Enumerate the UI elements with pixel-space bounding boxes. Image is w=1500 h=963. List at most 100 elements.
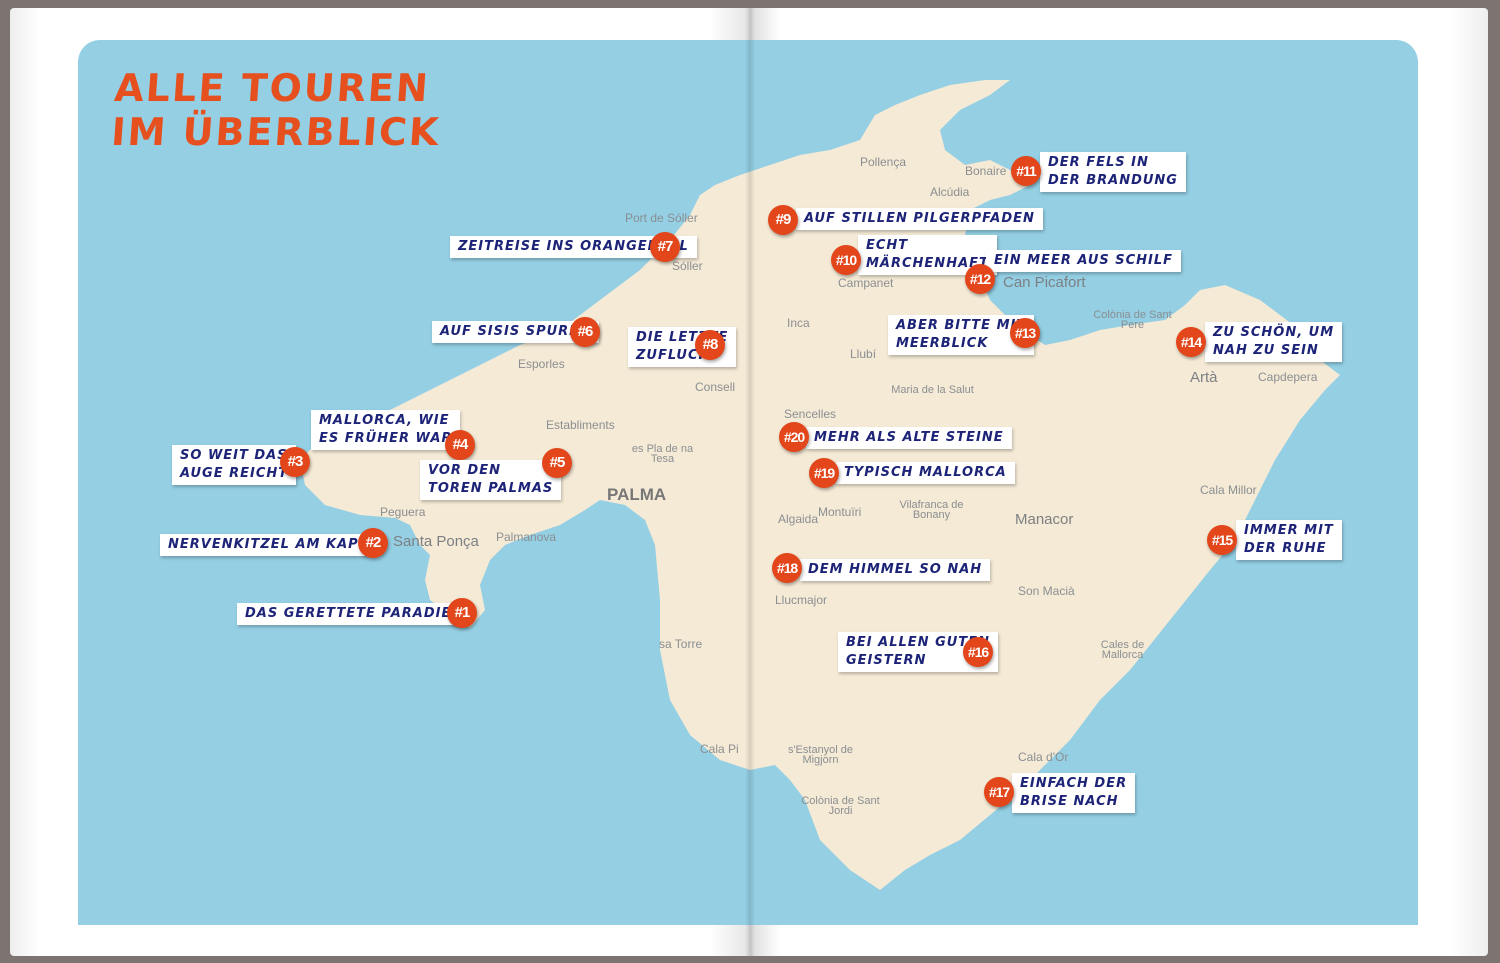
place-label: Colònia de Sant Jordi <box>801 795 880 817</box>
place-label: Maria de la Salut <box>891 384 974 396</box>
tour-label-line: Nervenkitzel am Kap <box>168 537 359 552</box>
place-label: Cales de Mallorca <box>1100 639 1145 661</box>
place-label: Alcúdia <box>930 185 970 199</box>
place-label: Artà <box>1190 369 1218 386</box>
tour-number-badge[interactable]: #14 <box>1176 327 1206 357</box>
tour-label[interactable]: Zu schön, um nah zu sein <box>1205 322 1343 362</box>
tour-number-badge[interactable]: #11 <box>1011 156 1041 186</box>
place-label: Sencelles <box>784 407 837 421</box>
place-label: Pollença <box>860 155 907 169</box>
tour-label-line: der Brandung <box>1048 173 1178 188</box>
tour-number-badge[interactable]: #12 <box>965 264 995 294</box>
place-label: s'Estanyol de Migjorn <box>787 744 854 766</box>
tour-label-line: Mehr als alte Steine <box>814 430 1004 445</box>
place-label: Port de Sóller <box>625 211 698 225</box>
tour-number-badge[interactable]: #4 <box>445 430 475 460</box>
tour-label-line: es früher war <box>319 431 453 446</box>
place-label: Manacor <box>1015 511 1074 528</box>
tour-label[interactable]: Bei allen guten Geistern <box>838 632 998 672</box>
place-label: Bonaire <box>965 164 1007 178</box>
tour-number-badge[interactable]: #2 <box>358 528 388 558</box>
tour-label[interactable]: Das gerettete Paradies <box>237 603 470 625</box>
tour-label[interactable]: Typisch Mallorca <box>836 462 1015 484</box>
tour-label-line: Dem Himmel so nah <box>808 562 983 577</box>
tour-label[interactable]: Mallorca, wie es früher war <box>311 410 461 450</box>
tour-label-line: der Ruhe <box>1244 541 1327 556</box>
tour-label[interactable]: Dem Himmel so nah <box>800 559 991 581</box>
tour-label-line: Aber bitte mit <box>896 318 1027 333</box>
tour-label-line: Immer mit <box>1244 523 1334 538</box>
tour-number-badge[interactable]: #9 <box>768 205 798 235</box>
tour-number-badge[interactable]: #5 <box>542 448 572 478</box>
tour-number-badge[interactable]: #20 <box>779 422 809 452</box>
tour-label-line: Mallorca, wie <box>319 413 450 428</box>
place-label: Algaida <box>778 512 819 526</box>
tour-label[interactable]: Immer mit der Ruhe <box>1236 520 1342 560</box>
tour-label-line: nah zu sein <box>1213 343 1319 358</box>
tour-label-line: Der Fels in <box>1048 155 1149 170</box>
place-label: Peguera <box>380 505 426 519</box>
tour-label-line: Ein Meer aus Schilf <box>994 253 1174 268</box>
tour-number-badge[interactable]: #8 <box>695 330 725 360</box>
tour-number-badge[interactable]: #6 <box>570 317 600 347</box>
place-label: Llucmajor <box>775 593 828 607</box>
tour-number-badge[interactable]: #16 <box>963 637 993 667</box>
tour-label-line: Bei allen guten <box>846 635 990 650</box>
tour-label[interactable]: Der Fels in der Brandung <box>1040 152 1186 192</box>
tour-label-line: Auge reicht <box>180 466 289 481</box>
tour-label-line: Toren Palmas <box>428 481 554 496</box>
place-label: sa Torre <box>659 637 703 651</box>
tour-label-line: Echt <box>866 238 909 253</box>
place-label: Montuïri <box>818 505 862 519</box>
tour-label-line: Geistern <box>846 653 927 668</box>
place-label: Establiments <box>546 418 615 432</box>
place-label: Cala Millor <box>1200 483 1257 497</box>
tour-label[interactable]: So weit das Auge reicht <box>172 445 297 485</box>
tour-number-badge[interactable]: #10 <box>831 245 861 275</box>
tour-number-badge[interactable]: #18 <box>772 553 802 583</box>
place-label: Son Macià <box>1018 584 1075 598</box>
tour-label[interactable]: Zeitreise ins Orangental <box>450 236 697 258</box>
place-label: Colònia de Sant Pere <box>1093 309 1172 331</box>
tour-label[interactable]: Ein Meer aus Schilf <box>986 250 1182 272</box>
place-label: Santa Ponça <box>393 533 479 550</box>
tour-label-line: Brise nach <box>1020 794 1119 809</box>
place-label: Llubí <box>850 347 877 361</box>
tour-number-badge[interactable]: #3 <box>280 447 310 477</box>
tour-label[interactable]: Einfach der Brise nach <box>1012 773 1136 813</box>
place-label: Capdepera <box>1258 370 1318 384</box>
place-label: es Pla de na Tesa <box>631 443 694 465</box>
tour-number-badge[interactable]: #7 <box>650 232 680 262</box>
place-label: Inca <box>787 316 810 330</box>
tour-label[interactable]: Aber bitte mit Meerblick <box>888 315 1035 355</box>
page-title: ALLE TOUREN IM ÜBERBLICK <box>110 66 445 154</box>
place-label: Cala Pi <box>700 742 739 756</box>
tour-label-line: Auf stillen Pilgerpfaden <box>804 211 1035 226</box>
tour-label-line: Meerblick <box>896 336 989 351</box>
tour-number-badge[interactable]: #1 <box>447 598 477 628</box>
tour-label-line: Typisch Mallorca <box>844 465 1007 480</box>
title-line-1: ALLE TOUREN <box>113 66 432 110</box>
tour-label[interactable]: Vor den Toren Palmas <box>420 460 562 500</box>
tour-label-line: Einfach der <box>1020 776 1128 791</box>
tour-label-line: Zeitreise ins Orangental <box>458 239 689 254</box>
tour-number-badge[interactable]: #19 <box>809 458 839 488</box>
tour-label-line: Auf Sisis Spuren <box>440 324 591 339</box>
place-label: Vilafranca de Bonany <box>899 499 964 521</box>
tour-label[interactable]: Auf Sisis Spuren <box>432 321 599 343</box>
place-label: Cala d'Or <box>1018 750 1069 764</box>
place-label: Consell <box>695 380 736 394</box>
title-line-2: IM ÜBERBLICK <box>109 110 442 154</box>
tour-label[interactable]: Auf stillen Pilgerpfaden <box>796 208 1043 230</box>
tour-label[interactable]: Nervenkitzel am Kap <box>160 534 367 556</box>
tour-label-line: So weit das <box>180 448 288 463</box>
tour-number-badge[interactable]: #13 <box>1010 318 1040 348</box>
tour-number-badge[interactable]: #17 <box>984 777 1014 807</box>
place-label: Esporles <box>518 357 565 371</box>
tour-label-line: märchenhaft <box>866 256 989 271</box>
tour-number-badge[interactable]: #15 <box>1207 525 1237 555</box>
tour-label[interactable]: Mehr als alte Steine <box>806 427 1012 449</box>
place-label: PALMA <box>607 485 667 504</box>
place-label: Campanet <box>838 276 894 290</box>
